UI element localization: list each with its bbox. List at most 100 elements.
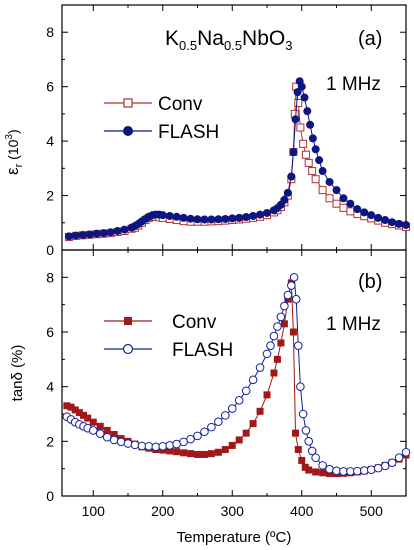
- plot-frame-b: [61, 249, 407, 497]
- data-point-flash: [298, 409, 308, 419]
- data-point-flash: [287, 281, 296, 290]
- data-point-flash: [256, 210, 265, 219]
- y-tick-label: 2: [46, 433, 54, 449]
- data-point-conv: [326, 470, 334, 478]
- data-point-flash: [332, 466, 341, 476]
- data-point-flash: [289, 148, 298, 156]
- data-point-flash: [151, 442, 161, 452]
- data-point-flash: [85, 230, 94, 239]
- data-point-flash: [64, 232, 73, 241]
- data-point-flash: [165, 441, 175, 450]
- data-point-flash: [332, 186, 341, 195]
- series-group-b: [62, 273, 411, 478]
- data-point-flash: [158, 441, 168, 451]
- series-group-a: [64, 77, 410, 241]
- x-axis-ticks-b: 100 200 300 400 500: [82, 250, 384, 519]
- data-point-flash: [123, 439, 133, 448]
- data-point-conv: [71, 406, 79, 414]
- data-point-flash: [325, 177, 334, 186]
- series-line-conv-b: [66, 282, 407, 475]
- data-point-conv: [332, 199, 341, 208]
- data-point-flash: [263, 208, 272, 217]
- y-tick-label: 4: [46, 133, 54, 149]
- data-point-flash: [200, 215, 209, 224]
- data-point-conv: [263, 391, 271, 399]
- data-point-conv: [228, 441, 236, 449]
- data-point-flash: [315, 156, 324, 165]
- data-point-flash: [95, 429, 105, 438]
- data-point-flash: [130, 440, 140, 450]
- data-point-flash: [297, 82, 306, 91]
- data-point-conv: [312, 468, 320, 476]
- data-point-flash: [241, 386, 251, 396]
- data-point-flash: [304, 437, 314, 446]
- data-point-flash: [109, 435, 119, 445]
- data-point-flash: [306, 120, 315, 129]
- x-axis-label: Temperature (ºC): [177, 529, 292, 546]
- data-point-conv: [294, 446, 302, 454]
- data-point-flash: [381, 216, 390, 225]
- data-point-flash: [235, 213, 244, 222]
- data-point-flash: [402, 220, 410, 229]
- data-point-flash: [380, 461, 390, 471]
- data-point-flash: [186, 214, 195, 223]
- data-point-flash: [262, 349, 272, 359]
- data-point-flash: [214, 215, 223, 224]
- data-point-conv: [318, 186, 327, 195]
- data-point-flash: [207, 422, 216, 432]
- data-point-flash: [120, 225, 129, 234]
- data-point-flash: [249, 211, 258, 220]
- data-point-conv: [63, 402, 71, 410]
- data-point-flash: [276, 312, 286, 322]
- x-tick-label: 500: [360, 503, 384, 519]
- data-point-flash: [172, 212, 181, 221]
- y-axis-label-b: tanδ (%): [9, 345, 26, 402]
- data-point-flash: [207, 215, 216, 224]
- data-point-flash: [283, 290, 293, 300]
- data-point-conv: [173, 448, 181, 456]
- data-point-conv: [103, 426, 111, 434]
- data-point-flash: [360, 208, 369, 217]
- data-point-conv: [89, 418, 97, 426]
- data-point-conv: [298, 456, 306, 464]
- data-point-conv: [249, 420, 257, 428]
- data-point-flash: [234, 396, 244, 405]
- data-point-flash: [395, 219, 404, 228]
- data-point-flash: [366, 465, 376, 475]
- data-point-flash: [200, 427, 209, 437]
- data-point-conv: [84, 414, 92, 422]
- data-point-flash: [300, 93, 309, 102]
- data-point-flash: [193, 215, 202, 224]
- data-point-flash: [99, 229, 108, 238]
- legend-b: Conv FLASH: [104, 312, 233, 361]
- data-point-flash: [71, 231, 80, 240]
- data-point-flash: [387, 458, 397, 467]
- y-axis-label-a: εr (103): [3, 129, 25, 175]
- data-point-flash: [113, 226, 122, 235]
- panel-permittivity: 0 2 4 6 8 K0.5Na0.5NbO3 (a) 1 MHz Conv FLASH…: [3, 4, 410, 258]
- data-point-flash: [373, 463, 383, 473]
- data-point-flash: [318, 167, 327, 176]
- data-point-conv: [187, 450, 195, 458]
- data-point-flash: [283, 188, 292, 197]
- data-point-flash: [293, 341, 303, 350]
- data-point-flash: [221, 411, 230, 420]
- data-point-conv: [339, 203, 348, 212]
- data-point-flash: [92, 229, 101, 238]
- data-point-flash: [88, 426, 98, 435]
- data-point-conv: [273, 355, 281, 363]
- data-point-conv: [346, 207, 355, 216]
- y-tick-label: 2: [46, 188, 54, 204]
- data-point-conv: [301, 150, 310, 159]
- data-point-flash: [165, 211, 174, 220]
- data-point-flash: [266, 341, 275, 350]
- y-tick-label: 8: [46, 269, 54, 285]
- data-point-flash: [228, 214, 237, 223]
- data-point-flash: [311, 453, 320, 463]
- data-point-conv: [235, 436, 243, 444]
- y-tick-label: 6: [46, 324, 54, 340]
- data-point-flash: [311, 145, 320, 154]
- y-tick-label: 4: [46, 379, 54, 395]
- legend-marker-conv-a: [123, 98, 133, 108]
